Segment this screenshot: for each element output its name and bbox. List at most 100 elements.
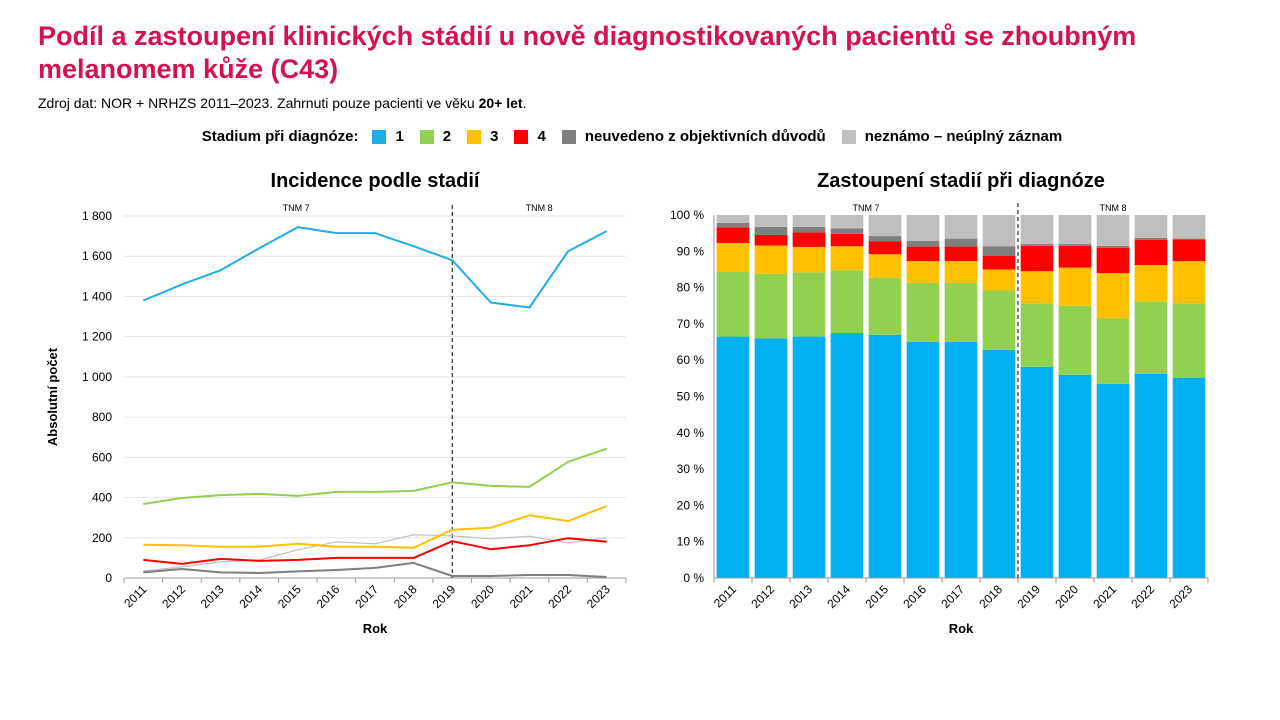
bar-segment-1 <box>792 336 826 578</box>
bar-segment-4 <box>1058 245 1092 268</box>
bar-segment-6 <box>1096 215 1130 246</box>
bar-segment-2 <box>1134 301 1168 374</box>
bar-segment-5 <box>1096 245 1130 248</box>
source-suffix: . <box>522 95 527 111</box>
legend-item-stage-2: 2 <box>419 128 451 145</box>
bar-segment-1 <box>1134 373 1168 578</box>
bar-segment-4 <box>792 232 826 247</box>
series-line-2 <box>143 447 608 505</box>
legend-item-stage-4: 4 <box>514 128 546 145</box>
bar-segment-3 <box>716 242 750 272</box>
legend-title: Stadium při diagnóze: <box>201 128 359 145</box>
bar-segment-4 <box>944 246 978 262</box>
y-tick-label: 90 % <box>677 244 705 258</box>
source-prefix: Zdroj dat: NOR + NRHZS 2011–2023. Zahrnu… <box>38 95 479 111</box>
x-tick-label: 2022 <box>1128 582 1157 611</box>
bar-segment-4 <box>906 246 940 262</box>
x-tick-label: 2017 <box>352 582 381 611</box>
bar-segment-2 <box>1020 303 1054 367</box>
x-tick-label: 2014 <box>824 582 853 611</box>
legend-swatch <box>372 129 387 144</box>
bar-segment-3 <box>792 246 826 273</box>
bar-segment-5 <box>716 222 750 228</box>
y-tick-label: 100 % <box>670 208 704 222</box>
legend-item-not-stated: neuvedeno z objektivních důvodů <box>561 128 826 145</box>
bar-segment-4 <box>982 256 1016 270</box>
bar-segment-1 <box>982 350 1016 578</box>
x-tick-label: 2019 <box>1014 582 1043 611</box>
bar-segment-1 <box>1096 383 1130 578</box>
bar-segment-1 <box>830 332 864 578</box>
legend-item-stage-3: 3 <box>467 128 498 145</box>
y-tick-label: 1 200 <box>82 330 112 344</box>
bar-segment-6 <box>868 215 902 237</box>
bar-segment-1 <box>754 338 788 578</box>
bar-segment-5 <box>944 238 978 247</box>
series-line-6 <box>143 534 607 572</box>
legend-label: 3 <box>490 128 499 145</box>
source-age-highlight: 20+ let <box>478 95 523 111</box>
x-tick-label: 2023 <box>1166 582 1195 611</box>
bar-segment-4 <box>716 227 750 243</box>
bar-segment-4 <box>1172 239 1206 262</box>
bar-segment-6 <box>792 215 826 227</box>
bar-segment-5 <box>1058 244 1092 246</box>
x-tick-label: 2020 <box>468 582 497 611</box>
bar-segment-4 <box>868 241 902 255</box>
bar-segment-4 <box>830 233 864 247</box>
bar-segment-3 <box>906 261 940 283</box>
legend-item-unknown: neznámo – neúplný záznam <box>841 128 1062 145</box>
legend-swatch <box>841 129 856 144</box>
bar-segment-6 <box>830 215 864 229</box>
bar-segment-2 <box>716 271 750 337</box>
bar-segment-3 <box>1172 261 1206 304</box>
legend-label: neuvedeno z objektivních důvodů <box>584 128 826 145</box>
bar-segment-2 <box>944 282 978 343</box>
bar-segment-1 <box>868 334 902 578</box>
y-tick-label: 1 600 <box>82 249 112 263</box>
bar-segment-3 <box>944 261 978 283</box>
y-tick-label: 0 <box>105 571 112 585</box>
bar-segment-6 <box>982 215 1016 247</box>
y-tick-label: 1 400 <box>82 289 112 303</box>
y-tick-label: 200 <box>92 531 112 545</box>
legend-swatch <box>514 129 529 144</box>
bar-segment-1 <box>906 342 940 578</box>
bar-segment-5 <box>754 226 788 235</box>
x-tick-label: 2012 <box>159 582 188 611</box>
x-tick-label: 2015 <box>275 582 304 611</box>
x-tick-label: 2016 <box>314 582 343 611</box>
legend-swatch <box>561 129 576 144</box>
bar-segment-6 <box>716 215 750 223</box>
legend-label: 4 <box>537 128 546 145</box>
bar-segment-2 <box>792 272 826 337</box>
line-chart-title: Incidence podle stadií <box>270 170 480 192</box>
bar-segment-3 <box>1058 267 1092 306</box>
bar-segment-2 <box>1172 303 1206 378</box>
x-tick-label: 2021 <box>507 582 536 611</box>
bar-segment-2 <box>906 282 940 343</box>
x-tick-label: 2013 <box>198 582 227 611</box>
bar-segment-2 <box>754 273 788 339</box>
bar-segment-1 <box>716 336 750 578</box>
bar-segment-6 <box>906 215 940 241</box>
series-line-3 <box>143 505 608 549</box>
x-tick-label: 2022 <box>545 582 574 611</box>
bar-segment-6 <box>944 215 978 239</box>
bar-segment-5 <box>1134 237 1168 240</box>
x-tick-label: 2017 <box>938 582 967 611</box>
bar-segment-3 <box>868 254 902 278</box>
bar-segment-1 <box>944 342 978 578</box>
x-tick-label: 2015 <box>862 582 891 611</box>
x-tick-label: 2014 <box>236 582 265 611</box>
bar-segment-6 <box>1020 215 1054 245</box>
bar-segment-5 <box>830 228 864 234</box>
legend-swatch <box>419 129 434 144</box>
bar-segment-2 <box>830 270 864 333</box>
y-tick-label: 70 % <box>677 317 705 331</box>
y-tick-label: 400 <box>92 491 112 505</box>
x-tick-label: 2020 <box>1052 582 1081 611</box>
bar-chart-title: Zastoupení stadií při diagnóze <box>817 170 1105 192</box>
x-axis-title: Rok <box>363 621 388 636</box>
